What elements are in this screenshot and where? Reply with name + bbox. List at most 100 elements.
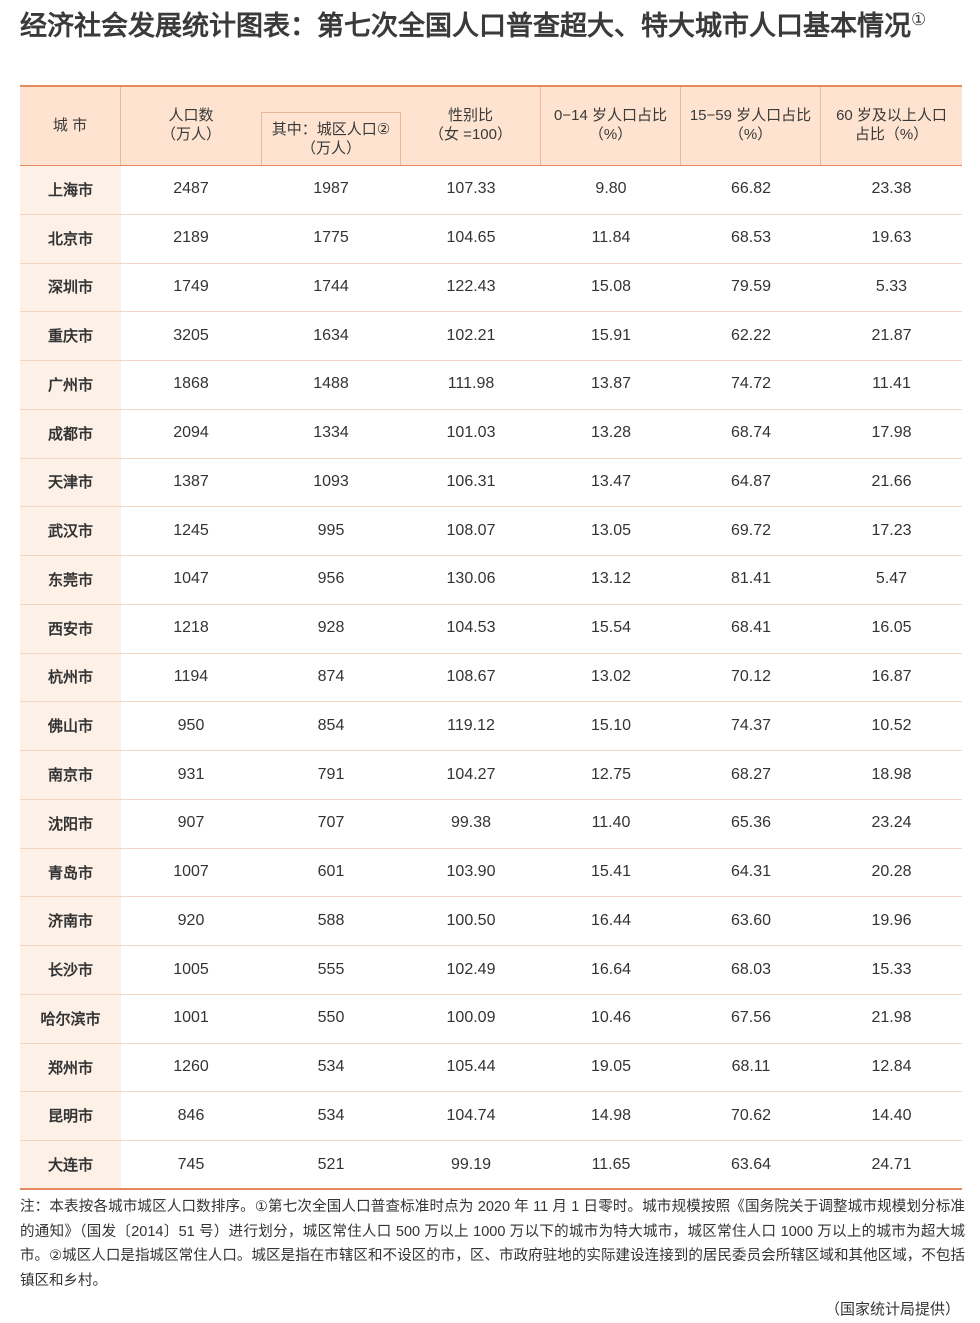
header-text: （女 =100）: [429, 126, 512, 143]
data-cell: 104.27: [446, 765, 496, 783]
data-cell: 1245: [173, 521, 209, 539]
row-line: [20, 896, 962, 898]
city-cell: 杭州市: [20, 652, 121, 702]
data-cell: 67.56: [730, 1009, 772, 1027]
data-cell: 101.03: [446, 424, 496, 442]
table-top: [20, 85, 962, 87]
data-cell: 65.36: [730, 814, 772, 832]
data-cell: 534: [317, 1106, 345, 1124]
data-cell: 69.72: [730, 521, 772, 539]
header-cell: 性别比 （女 =100）: [401, 85, 541, 165]
table-bottom: [20, 1188, 962, 1190]
data-cell: 68.74: [730, 424, 772, 442]
data-cell: 107.33: [446, 180, 496, 198]
data-cell: 920: [177, 911, 205, 929]
city-cell: 东莞市: [20, 555, 121, 604]
data-cell: 16.64: [590, 960, 632, 978]
data-cell: 24.71: [871, 1155, 912, 1173]
data-cell: 74.37: [730, 716, 772, 734]
row-line: [20, 408, 962, 410]
city-cell: 沈阳市: [20, 798, 121, 848]
data-cell: 16.44: [590, 911, 632, 929]
row-line: [20, 750, 962, 752]
data-cell: 13.28: [590, 424, 632, 442]
row-line: [20, 311, 962, 313]
data-cell: 108.07: [446, 521, 496, 539]
data-cell: 21.87: [871, 326, 912, 344]
data-cell: 63.60: [730, 911, 772, 929]
data-cell: 66.82: [730, 180, 772, 198]
data-cell: 854: [317, 716, 345, 734]
data-cell: 21.66: [871, 472, 912, 490]
data-cell: 5.33: [875, 277, 908, 295]
data-cell: 13.12: [590, 570, 632, 588]
data-cell: 19.05: [590, 1058, 632, 1076]
header-cell: 0−14 岁人口占比 （%）: [541, 85, 681, 165]
data-cell: 13.02: [590, 667, 632, 685]
data-cell: 928: [317, 619, 345, 637]
data-cell: 1260: [173, 1058, 209, 1076]
city-cell: 北京市: [20, 213, 121, 263]
data-cell: 99.19: [450, 1155, 492, 1173]
city-cell: 天津市: [20, 457, 121, 507]
data-cell: 130.06: [446, 570, 496, 588]
city-cell: 大连市: [20, 1140, 121, 1189]
data-cell: 907: [177, 814, 205, 832]
city-cell: 西安市: [20, 603, 121, 653]
data-cell: 70.62: [730, 1106, 772, 1124]
data-cell: 64.87: [730, 472, 772, 490]
data-cell: 70.12: [730, 667, 772, 685]
row-line: [20, 1140, 962, 1142]
data-cell: 791: [317, 765, 345, 783]
data-cell: 105.44: [446, 1058, 496, 1076]
title-text: 经济社会发展统计图表：第七次全国人口普查超大、特大城市人口基本情况: [20, 11, 911, 41]
data-cell: 1749: [173, 277, 209, 295]
title: 经济社会发展统计图表：第七次全国人口普查超大、特大城市人口基本情况①: [20, 4, 926, 43]
city-cell: 广州市: [20, 360, 121, 409]
city-cell: 上海市: [20, 165, 121, 214]
row-line: [20, 360, 962, 362]
data-cell: 931: [177, 765, 205, 783]
data-cell: 15.10: [590, 716, 632, 734]
data-cell: 11.65: [591, 1155, 631, 1173]
data-cell: 21.98: [871, 1009, 912, 1027]
city-cell: 成都市: [20, 408, 121, 458]
city-cell: 武汉市: [20, 506, 121, 556]
data-cell: 111.98: [447, 375, 495, 393]
data-cell: 1001: [173, 1009, 209, 1027]
header-cell: 15−59 岁人口占比 （%）: [681, 85, 821, 165]
data-cell: 17.98: [871, 424, 912, 442]
data-cell: 18.98: [871, 765, 912, 783]
data-cell: 81.41: [730, 570, 772, 588]
data-cell: 68.03: [730, 960, 772, 978]
data-cell: 64.31: [730, 863, 772, 881]
data-cell: 68.11: [731, 1058, 771, 1076]
header-text: 0−14 岁人口占比: [554, 107, 667, 124]
data-cell: 15.41: [590, 863, 632, 881]
data-cell: 62.22: [730, 326, 772, 344]
header-cell: 城 市: [20, 85, 121, 165]
data-cell: 17.23: [871, 521, 912, 539]
data-cell: 15.91: [590, 326, 632, 344]
data-cell: 1775: [313, 229, 349, 247]
data-cell: 104.74: [446, 1106, 496, 1124]
row-line: [20, 993, 962, 995]
data-cell: 102.21: [446, 326, 496, 344]
city-cell: 佛山市: [20, 701, 121, 751]
data-cell: 11.40: [591, 814, 631, 832]
data-cell: 19.63: [871, 229, 912, 247]
data-cell: 1005: [173, 960, 209, 978]
data-cell: 11.41: [872, 375, 911, 393]
header-text: （万人）: [300, 140, 361, 157]
data-cell: 2189: [173, 229, 209, 247]
data-cell: 550: [317, 1009, 345, 1027]
row-line: [20, 1042, 962, 1044]
data-cell: 13.87: [590, 375, 632, 393]
data-cell: 3205: [173, 326, 209, 344]
header-cell: 60 岁及以上人口 占比（%）: [821, 85, 962, 165]
data-cell: 15.08: [590, 277, 632, 295]
data-cell: 2487: [173, 180, 209, 198]
data-cell: 874: [317, 667, 345, 685]
data-cell: 13.47: [590, 472, 632, 490]
data-cell: 15.33: [871, 960, 912, 978]
